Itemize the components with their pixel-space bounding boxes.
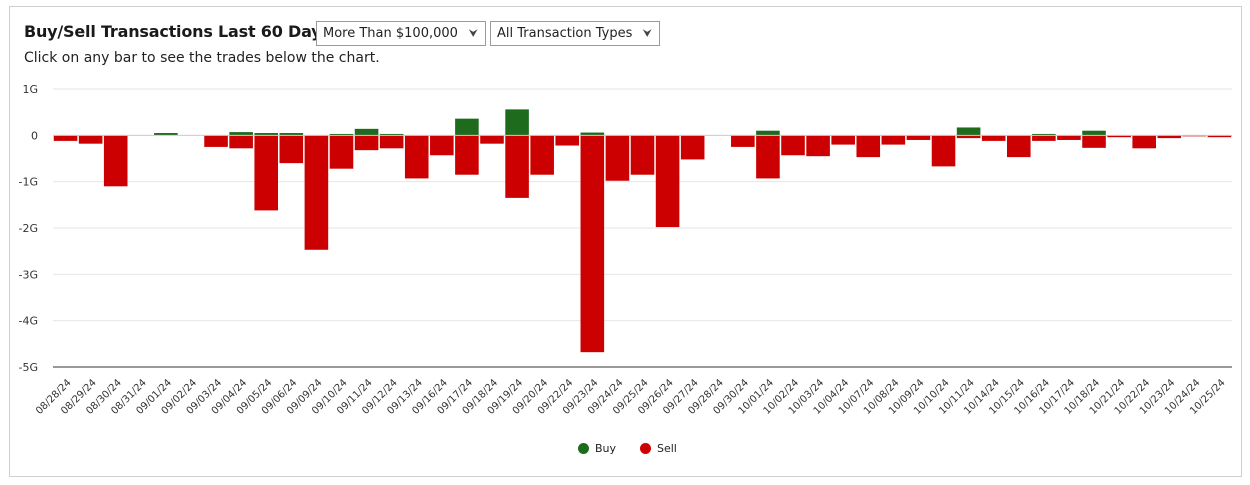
sell-swatch-icon: [640, 443, 651, 454]
buy-bar[interactable]: [354, 128, 379, 136]
sell-bar[interactable]: [279, 135, 304, 164]
legend-buy-label: Buy: [595, 442, 617, 455]
sell-bar[interactable]: [731, 135, 755, 147]
sell-bar[interactable]: [1057, 135, 1081, 140]
sell-bar[interactable]: [430, 135, 454, 156]
legend-sell[interactable]: Sell: [640, 442, 677, 455]
legend-sell-label: Sell: [657, 442, 677, 455]
amount-filter-select[interactable]: More Than $100,000 ⮟: [316, 21, 486, 46]
buy-swatch-icon: [578, 443, 589, 454]
buy-bar[interactable]: [229, 132, 253, 136]
buy-bar[interactable]: [956, 127, 981, 136]
sell-bar[interactable]: [505, 135, 529, 198]
sell-bar[interactable]: [304, 135, 329, 250]
sell-bar[interactable]: [379, 135, 404, 149]
sell-bar[interactable]: [354, 135, 379, 151]
sell-bar[interactable]: [981, 135, 1006, 141]
sell-bar[interactable]: [580, 135, 605, 353]
sell-bar[interactable]: [856, 135, 881, 158]
bar-chart: 1G0-1G-2G-3G-4G-5G08/28/2408/29/2408/30/…: [19, 83, 1232, 417]
buy-bar[interactable]: [154, 133, 178, 136]
buy-bar[interactable]: [329, 133, 354, 136]
sell-bar[interactable]: [931, 135, 956, 167]
chart-panel: [9, 6, 1242, 477]
sell-bar[interactable]: [329, 135, 354, 169]
chart-title: Buy/Sell Transactions Last 60 Days: [24, 22, 331, 41]
sell-bar[interactable]: [680, 135, 705, 160]
chart-instructions: Click on any bar to see the trades below…: [24, 50, 380, 66]
sell-bar[interactable]: [1132, 135, 1156, 149]
sell-bar[interactable]: [756, 135, 780, 179]
sell-bar[interactable]: [53, 135, 78, 141]
y-tick-label: -2G: [19, 222, 39, 235]
sell-bar[interactable]: [555, 135, 580, 146]
y-tick-label: 1G: [22, 83, 38, 96]
buy-bar[interactable]: [254, 133, 279, 136]
sell-bar[interactable]: [630, 135, 655, 175]
sell-bar[interactable]: [781, 135, 805, 156]
y-tick-label: -5G: [19, 361, 39, 374]
transaction-type-select[interactable]: All Transaction Types ⮟: [490, 21, 660, 46]
legend-buy[interactable]: Buy: [578, 442, 616, 455]
buy-bar[interactable]: [756, 130, 780, 136]
sell-bar[interactable]: [254, 135, 279, 211]
sell-bar[interactable]: [1157, 135, 1182, 139]
chevron-down-icon: ⮟: [642, 27, 652, 40]
sell-bar[interactable]: [1032, 135, 1056, 141]
sell-bar[interactable]: [956, 135, 981, 139]
sell-bar[interactable]: [480, 135, 504, 144]
sell-bar[interactable]: [1006, 135, 1031, 158]
sell-bar[interactable]: [455, 135, 479, 175]
buy-bar[interactable]: [379, 133, 404, 136]
sell-bar[interactable]: [103, 135, 128, 187]
sell-bar[interactable]: [881, 135, 906, 145]
sell-bar[interactable]: [831, 135, 855, 145]
sell-bar[interactable]: [1082, 135, 1106, 148]
sell-bar[interactable]: [655, 135, 680, 228]
buy-bar[interactable]: [505, 109, 529, 136]
y-tick-label: 0: [31, 129, 38, 142]
transaction-type-value: All Transaction Types: [497, 26, 633, 41]
buy-bar[interactable]: [580, 132, 605, 136]
amount-filter-value: More Than $100,000: [323, 26, 458, 41]
buy-bar[interactable]: [455, 118, 479, 136]
sell-bar[interactable]: [605, 135, 630, 181]
buy-bar[interactable]: [1032, 133, 1056, 136]
sell-bar[interactable]: [204, 135, 228, 147]
y-tick-label: -4G: [19, 315, 39, 328]
y-tick-label: -1G: [19, 176, 39, 189]
chevron-down-icon: ⮟: [468, 27, 478, 40]
y-tick-label: -3G: [19, 268, 39, 281]
sell-bar[interactable]: [530, 135, 554, 175]
sell-bar[interactable]: [1207, 135, 1232, 138]
sell-bar[interactable]: [806, 135, 830, 157]
sell-bar[interactable]: [906, 135, 931, 140]
buy-bar[interactable]: [279, 133, 304, 136]
sell-bar[interactable]: [78, 135, 103, 144]
sell-bar[interactable]: [404, 135, 429, 179]
sell-bar[interactable]: [229, 135, 253, 149]
buy-bar[interactable]: [1082, 130, 1106, 136]
sell-bar[interactable]: [1107, 135, 1131, 138]
